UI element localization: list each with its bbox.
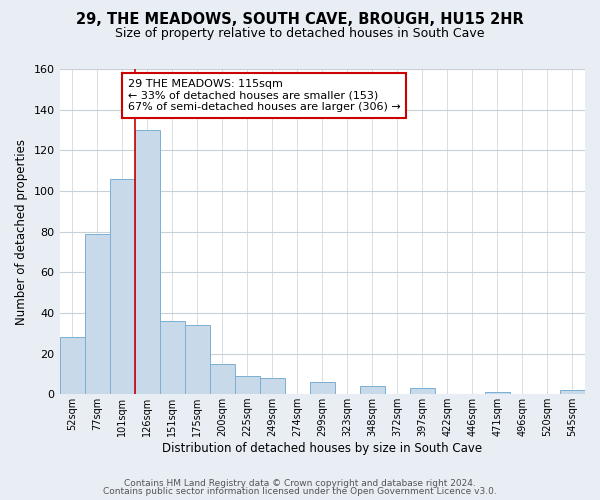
Bar <box>209 364 235 394</box>
Bar <box>360 386 385 394</box>
Bar <box>410 388 435 394</box>
Bar <box>134 130 160 394</box>
Bar <box>560 390 585 394</box>
Bar <box>110 178 134 394</box>
Text: Contains HM Land Registry data © Crown copyright and database right 2024.: Contains HM Land Registry data © Crown c… <box>124 478 476 488</box>
Y-axis label: Number of detached properties: Number of detached properties <box>15 138 28 324</box>
Bar <box>185 325 209 394</box>
Bar <box>85 234 110 394</box>
Bar <box>59 338 85 394</box>
Bar <box>485 392 510 394</box>
Bar <box>235 376 260 394</box>
X-axis label: Distribution of detached houses by size in South Cave: Distribution of detached houses by size … <box>162 442 482 455</box>
Bar <box>260 378 285 394</box>
Text: Size of property relative to detached houses in South Cave: Size of property relative to detached ho… <box>115 28 485 40</box>
Bar <box>160 321 185 394</box>
Bar <box>310 382 335 394</box>
Text: 29 THE MEADOWS: 115sqm
← 33% of detached houses are smaller (153)
67% of semi-de: 29 THE MEADOWS: 115sqm ← 33% of detached… <box>128 79 401 112</box>
Text: Contains public sector information licensed under the Open Government Licence v3: Contains public sector information licen… <box>103 487 497 496</box>
Text: 29, THE MEADOWS, SOUTH CAVE, BROUGH, HU15 2HR: 29, THE MEADOWS, SOUTH CAVE, BROUGH, HU1… <box>76 12 524 28</box>
